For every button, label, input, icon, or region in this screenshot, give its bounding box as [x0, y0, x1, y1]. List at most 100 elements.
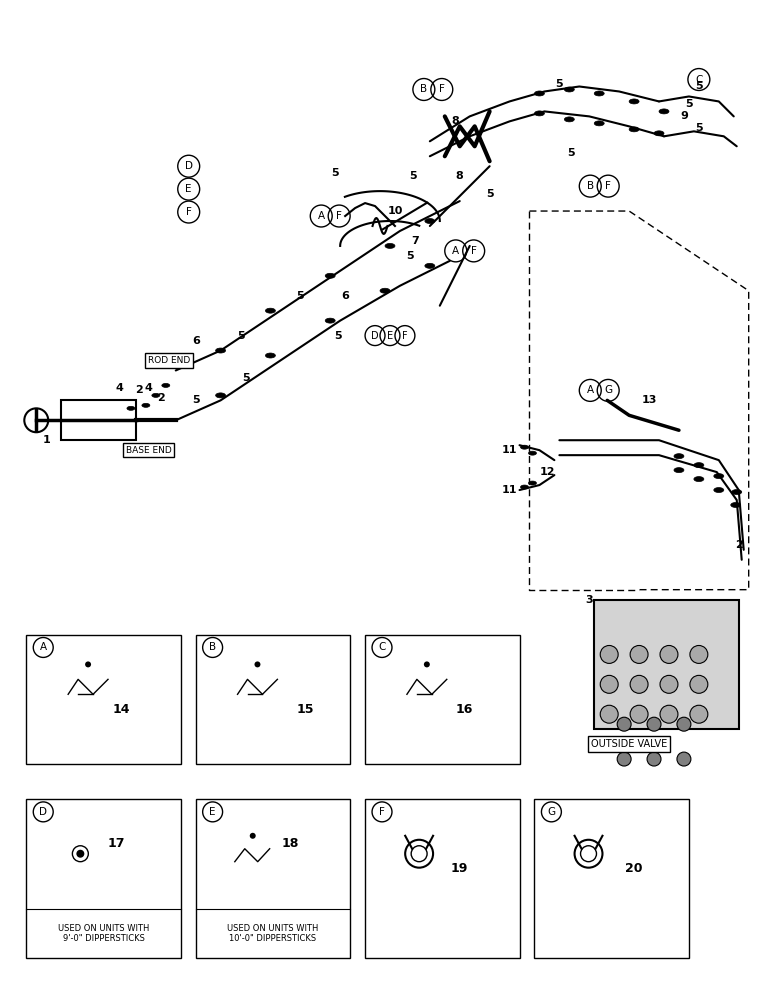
Text: 2: 2 [135, 385, 143, 395]
Bar [195, 799, 350, 958]
Text: ROD END: ROD END [147, 356, 190, 365]
Ellipse shape [659, 109, 669, 114]
Text: 5: 5 [406, 251, 414, 261]
Ellipse shape [215, 348, 225, 353]
Ellipse shape [674, 468, 684, 473]
Text: 5: 5 [331, 168, 339, 178]
Circle shape [660, 645, 678, 663]
Text: A: A [587, 385, 594, 395]
Text: A: A [317, 211, 325, 221]
Text: 19: 19 [451, 862, 469, 875]
Bar [534, 799, 689, 958]
Text: F: F [402, 331, 408, 341]
Ellipse shape [425, 219, 435, 223]
Text: A: A [39, 642, 47, 652]
Ellipse shape [534, 111, 544, 116]
Text: 1: 1 [42, 435, 50, 445]
Text: 4: 4 [145, 383, 153, 393]
Text: 5: 5 [334, 331, 342, 341]
Text: 5: 5 [556, 79, 564, 89]
Circle shape [424, 661, 430, 667]
Ellipse shape [520, 485, 529, 489]
Text: 7: 7 [411, 236, 418, 246]
Text: G: G [604, 385, 612, 395]
Ellipse shape [731, 502, 740, 507]
Text: C: C [378, 642, 386, 652]
Text: 18: 18 [282, 837, 299, 850]
Text: 8: 8 [455, 171, 464, 181]
Text: F: F [471, 246, 476, 256]
Ellipse shape [385, 243, 395, 248]
Text: 12: 12 [540, 467, 555, 477]
Ellipse shape [594, 121, 604, 126]
Circle shape [617, 717, 631, 731]
Ellipse shape [215, 393, 225, 398]
Text: 5: 5 [567, 148, 575, 158]
Ellipse shape [654, 131, 664, 136]
Ellipse shape [694, 463, 704, 468]
Text: E: E [209, 807, 216, 817]
Ellipse shape [520, 445, 529, 449]
Circle shape [630, 645, 648, 663]
Text: F: F [438, 84, 445, 94]
Text: USED ON UNITS WITH
9'-0" DIPPERSTICKS: USED ON UNITS WITH 9'-0" DIPPERSTICKS [58, 924, 149, 943]
Ellipse shape [594, 91, 604, 96]
Text: 2: 2 [157, 393, 164, 403]
Circle shape [647, 717, 661, 731]
Ellipse shape [127, 406, 135, 410]
Text: 3: 3 [585, 595, 593, 605]
Text: OUTSIDE VALVE: OUTSIDE VALVE [591, 739, 667, 749]
Circle shape [660, 675, 678, 693]
Ellipse shape [162, 383, 170, 387]
Circle shape [677, 717, 691, 731]
Text: 14: 14 [112, 703, 130, 716]
Text: D: D [39, 807, 47, 817]
Ellipse shape [529, 481, 537, 485]
Ellipse shape [325, 273, 335, 278]
Ellipse shape [529, 451, 537, 455]
Text: F: F [186, 207, 191, 217]
Circle shape [250, 833, 256, 839]
Text: 6: 6 [193, 336, 201, 346]
Text: 5: 5 [685, 99, 692, 109]
Text: 17: 17 [107, 837, 125, 850]
Text: 13: 13 [642, 395, 657, 405]
Bar [26, 799, 181, 958]
Circle shape [647, 752, 661, 766]
Text: 5: 5 [237, 331, 244, 341]
Text: A: A [452, 246, 459, 256]
Circle shape [677, 752, 691, 766]
Text: G: G [547, 807, 556, 817]
Text: 2: 2 [735, 540, 743, 550]
Text: 15: 15 [296, 703, 314, 716]
Text: 5: 5 [695, 123, 703, 133]
Text: 9: 9 [680, 111, 688, 121]
Text: E: E [185, 184, 192, 194]
Text: F: F [337, 211, 342, 221]
Circle shape [85, 661, 91, 667]
Circle shape [255, 661, 260, 667]
Ellipse shape [714, 488, 724, 493]
Text: 6: 6 [341, 291, 349, 301]
Bar [195, 635, 350, 764]
Text: B: B [587, 181, 594, 191]
Circle shape [600, 645, 618, 663]
Bar [365, 635, 520, 764]
Text: 20: 20 [625, 862, 643, 875]
Ellipse shape [629, 99, 639, 104]
Circle shape [600, 705, 618, 723]
Bar [61, 400, 136, 440]
Ellipse shape [266, 353, 276, 358]
Circle shape [690, 645, 708, 663]
Circle shape [630, 705, 648, 723]
Ellipse shape [564, 87, 574, 92]
Text: 5: 5 [192, 395, 199, 405]
Ellipse shape [694, 477, 704, 482]
Circle shape [690, 675, 708, 693]
Ellipse shape [629, 127, 639, 132]
Circle shape [600, 675, 618, 693]
Ellipse shape [266, 308, 276, 313]
Ellipse shape [425, 263, 435, 268]
Circle shape [690, 705, 708, 723]
Ellipse shape [732, 490, 742, 495]
